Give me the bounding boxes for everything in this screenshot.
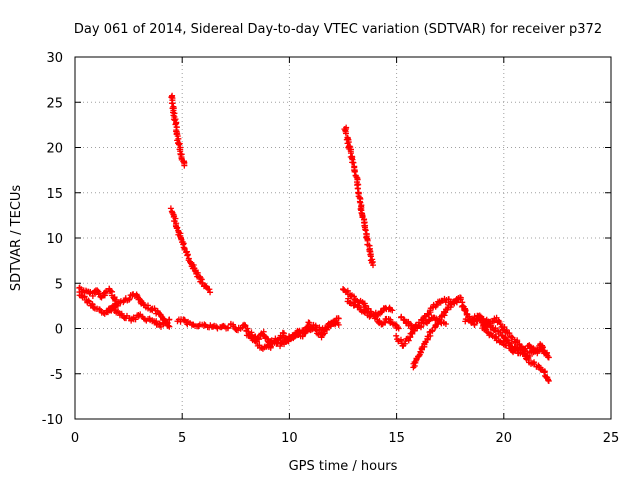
data-point <box>306 319 313 326</box>
data-point <box>165 322 172 329</box>
data-point <box>190 261 197 268</box>
series-arc-G <box>243 319 342 352</box>
data-point <box>90 304 97 311</box>
series-arc-N <box>457 296 552 384</box>
y-tick-label: 25 <box>46 96 63 111</box>
chart-title: Day 061 of 2014, Sidereal Day-to-day VTE… <box>74 22 602 37</box>
x-tick-label: 15 <box>388 431 405 446</box>
data-point <box>393 332 400 339</box>
grid-lines <box>75 57 611 419</box>
y-tick-label: 15 <box>46 187 63 202</box>
data-point <box>519 344 526 351</box>
x-tick-label: 20 <box>496 431 513 446</box>
series-arc-C <box>105 291 173 330</box>
y-tick-label: 10 <box>46 232 63 247</box>
y-tick-label: -5 <box>50 368 63 383</box>
series-arc-P <box>479 322 550 361</box>
data-point <box>86 298 93 305</box>
series-arc-J <box>344 295 396 320</box>
data-point <box>167 205 174 212</box>
data-point <box>477 316 484 323</box>
data-point <box>342 130 349 137</box>
data-point <box>100 309 107 316</box>
x-tick-label: 0 <box>71 431 79 446</box>
data-point <box>497 320 504 327</box>
x-axis-label: GPS time / hours <box>289 459 398 474</box>
data-point <box>253 338 260 345</box>
axis-ticks: 0 5 10 15 20 25 -10 -5 0 5 10 15 20 25 30 <box>42 51 620 446</box>
x-tick-label: 25 <box>603 431 620 446</box>
data-point <box>144 302 151 309</box>
data-point <box>405 337 412 344</box>
data-point <box>543 350 550 357</box>
data-point <box>345 295 352 302</box>
data-point <box>414 325 421 332</box>
data-point <box>81 293 88 300</box>
y-axis-label: SDTVAR / TECUs <box>9 185 24 292</box>
data-point <box>351 168 358 175</box>
data-point <box>503 326 510 333</box>
series-arc-D <box>168 92 188 169</box>
data-point <box>276 335 283 342</box>
y-tick-label: -10 <box>42 413 63 428</box>
data-point <box>545 354 552 361</box>
data-point <box>94 287 101 294</box>
data-point <box>132 316 139 323</box>
data-point <box>335 321 342 328</box>
data-point <box>506 330 513 337</box>
data-point <box>442 320 449 327</box>
data-point <box>126 295 133 302</box>
data-point <box>350 159 357 166</box>
data-point <box>201 321 208 328</box>
data-point <box>264 335 271 342</box>
x-tick-label: 5 <box>178 431 186 446</box>
data-point <box>174 224 181 231</box>
data-point <box>370 262 377 269</box>
data-point <box>184 252 191 259</box>
series-arc-H <box>341 124 377 269</box>
y-tick-label: 30 <box>46 51 63 66</box>
data-point <box>181 162 188 169</box>
data-point <box>545 377 552 384</box>
data-point <box>433 315 440 322</box>
data-point <box>166 316 173 323</box>
data-point <box>453 298 460 305</box>
series-arc-L <box>410 297 460 371</box>
series-arc-E <box>167 205 214 296</box>
data-point <box>158 323 165 330</box>
series-arc-M <box>398 313 449 332</box>
y-tick-label: 20 <box>46 142 63 157</box>
data-point <box>503 336 510 343</box>
data-points <box>76 92 552 384</box>
data-point <box>397 336 404 343</box>
data-point <box>166 323 173 330</box>
data-point <box>433 302 440 309</box>
data-point <box>389 307 396 314</box>
data-point <box>207 289 214 296</box>
data-point <box>225 324 232 331</box>
data-point <box>85 297 92 304</box>
data-point <box>355 303 362 310</box>
data-point <box>539 344 546 351</box>
y-tick-label: 5 <box>55 277 63 292</box>
data-point <box>335 315 342 322</box>
data-point <box>395 325 402 332</box>
x-tick-label: 10 <box>281 431 298 446</box>
data-point <box>462 307 469 314</box>
data-point <box>354 182 361 189</box>
data-point <box>206 286 213 293</box>
data-point <box>417 349 424 356</box>
y-tick-label: 0 <box>55 323 63 338</box>
